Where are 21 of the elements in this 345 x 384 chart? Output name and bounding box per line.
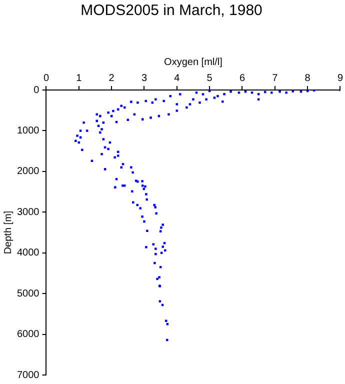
x-tick-label: 7 <box>272 72 278 84</box>
x-tick-label: 3 <box>141 72 148 84</box>
chart-title: MODS2005 in March, 1980 <box>80 2 262 20</box>
x-tick-label: 2 <box>108 72 115 84</box>
x-tick-label: 6 <box>239 72 246 84</box>
y-tick-label: 0 <box>34 84 40 96</box>
x-tick-label: 4 <box>174 72 180 84</box>
x-tick-label: 5 <box>206 72 213 84</box>
y-tick-label: 7000 <box>16 370 40 381</box>
x-tick-label: 9 <box>337 72 344 84</box>
x-axis-title: Oxygen [ml/l] <box>164 56 223 68</box>
y-tick-label: 5000 <box>16 288 40 300</box>
x-tick-label: 1 <box>76 72 82 84</box>
y-tick-label: 1000 <box>16 125 40 136</box>
y-axis-title: Depth [m] <box>2 210 14 254</box>
y-tick-label: 3000 <box>16 206 40 218</box>
x-tick-label: 8 <box>304 72 311 84</box>
y-tick-label: 2000 <box>16 166 40 178</box>
y-tick-label: 4000 <box>16 248 40 259</box>
x-tick-label: 0 <box>43 72 50 84</box>
y-tick-label: 6000 <box>16 329 40 340</box>
